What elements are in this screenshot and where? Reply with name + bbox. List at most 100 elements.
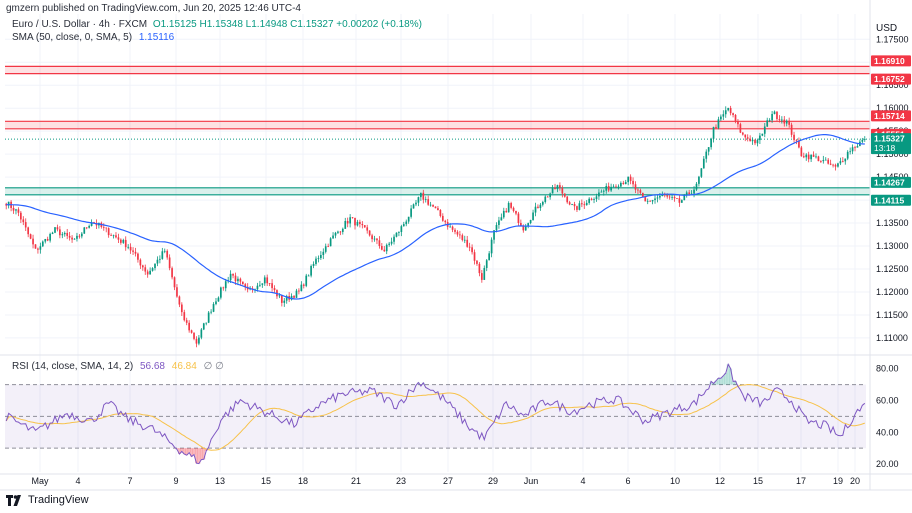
candle-up bbox=[51, 232, 54, 234]
candle-up bbox=[237, 278, 239, 282]
symbol-name[interactable]: Euro / U.S. Dollar · 4h · FXCM bbox=[12, 19, 148, 30]
candle-down bbox=[115, 235, 117, 238]
rsi-label: RSI (14, close, SMA, 14, 2) bbox=[12, 361, 134, 372]
time-tick-label: 12 bbox=[715, 476, 725, 486]
candle-up bbox=[373, 238, 376, 240]
time-tick-label: 17 bbox=[796, 476, 806, 486]
candle-down bbox=[24, 222, 27, 228]
time-tick-label: 15 bbox=[261, 476, 271, 486]
candle-down bbox=[468, 246, 471, 248]
candle-down bbox=[378, 240, 381, 247]
candle-down bbox=[222, 287, 225, 289]
rsi-tick-label: 40.00 bbox=[876, 427, 899, 437]
candle-up bbox=[707, 147, 710, 152]
candle-down bbox=[739, 124, 742, 133]
candle-down bbox=[22, 219, 25, 223]
resistance-price-tag bbox=[871, 55, 911, 67]
rsi-legend[interactable]: RSI (14, close, SMA, 14, 2) 56.68 46.84 … bbox=[12, 361, 224, 372]
time-tick-label: 10 bbox=[670, 476, 680, 486]
candle-down bbox=[427, 199, 430, 205]
candle-down bbox=[27, 227, 30, 235]
candle-up bbox=[856, 146, 859, 148]
time-tick-label: 6 bbox=[625, 476, 630, 486]
currency-label[interactable]: USD bbox=[876, 23, 898, 34]
candle-up bbox=[54, 227, 56, 233]
resistance-zone bbox=[5, 121, 870, 129]
candle-down bbox=[110, 235, 112, 236]
candle-up bbox=[627, 176, 630, 183]
candle-up bbox=[151, 268, 154, 271]
candle-up bbox=[659, 196, 661, 198]
candle-up bbox=[217, 297, 220, 302]
axis-labels: 1.169101.167521.157141.155511.142671.141… bbox=[871, 55, 911, 206]
candle-down bbox=[776, 111, 778, 120]
candle-up bbox=[198, 337, 200, 344]
candle-up bbox=[161, 251, 164, 259]
candle-up bbox=[483, 267, 486, 280]
candle-down bbox=[546, 196, 549, 198]
candle-up bbox=[702, 158, 705, 169]
sma-legend[interactable]: SMA (50, close, 0, SMA, 5) 1.15116 bbox=[12, 32, 174, 43]
candle-up bbox=[154, 263, 156, 269]
candle-up bbox=[571, 204, 573, 205]
candle-up bbox=[605, 185, 608, 191]
tradingview-logo[interactable]: TradingView bbox=[6, 494, 89, 506]
candle-down bbox=[146, 271, 149, 275]
candle-down bbox=[854, 147, 856, 149]
time-tick-label: 4 bbox=[75, 476, 80, 486]
candle-down bbox=[432, 204, 434, 207]
candle-up bbox=[700, 168, 703, 177]
candle-up bbox=[63, 232, 66, 235]
candle-down bbox=[193, 332, 195, 339]
candle-down bbox=[459, 234, 461, 236]
candle-up bbox=[341, 228, 344, 232]
candle-up bbox=[310, 265, 312, 276]
candle-up bbox=[320, 255, 322, 259]
candle-up bbox=[307, 275, 310, 277]
candle-up bbox=[220, 287, 222, 298]
candle-up bbox=[390, 241, 393, 244]
candle-down bbox=[466, 239, 469, 247]
candle-down bbox=[293, 295, 295, 298]
candle-down bbox=[195, 338, 198, 344]
candle-down bbox=[807, 154, 810, 160]
candle-down bbox=[554, 187, 556, 190]
candle-down bbox=[522, 226, 525, 231]
candle-down bbox=[190, 330, 193, 333]
candle-down bbox=[790, 124, 793, 135]
zones-layer bbox=[5, 65, 870, 196]
candle-up bbox=[690, 193, 693, 195]
time-tick-label: 13 bbox=[215, 476, 225, 486]
candle-up bbox=[763, 126, 766, 134]
candle-down bbox=[741, 132, 744, 135]
candle-up bbox=[356, 221, 359, 226]
candle-up bbox=[600, 191, 603, 193]
candle-up bbox=[200, 329, 203, 338]
candle-up bbox=[61, 234, 64, 236]
candle-down bbox=[749, 138, 751, 142]
candle-down bbox=[78, 235, 81, 237]
candle-down bbox=[715, 126, 717, 128]
candle-up bbox=[90, 222, 93, 226]
candle-down bbox=[744, 134, 747, 138]
candle-up bbox=[490, 239, 493, 254]
tradingview-logo-icon bbox=[6, 494, 21, 506]
candles-layer bbox=[5, 105, 866, 348]
candle-down bbox=[622, 182, 625, 185]
candle-up bbox=[412, 204, 415, 209]
time-tick-label: May bbox=[31, 476, 49, 486]
candle-down bbox=[573, 204, 576, 207]
candle-up bbox=[73, 238, 76, 240]
candle-down bbox=[188, 322, 191, 331]
candle-up bbox=[334, 232, 337, 236]
candle-up bbox=[315, 258, 317, 264]
candle-up bbox=[263, 277, 266, 284]
candle-down bbox=[568, 202, 571, 205]
candle-down bbox=[461, 235, 464, 241]
candle-up bbox=[654, 198, 656, 201]
candle-up bbox=[839, 161, 842, 164]
candle-down bbox=[56, 227, 59, 230]
candle-up bbox=[502, 210, 505, 218]
support-price-text: 1.14115 bbox=[874, 195, 905, 205]
